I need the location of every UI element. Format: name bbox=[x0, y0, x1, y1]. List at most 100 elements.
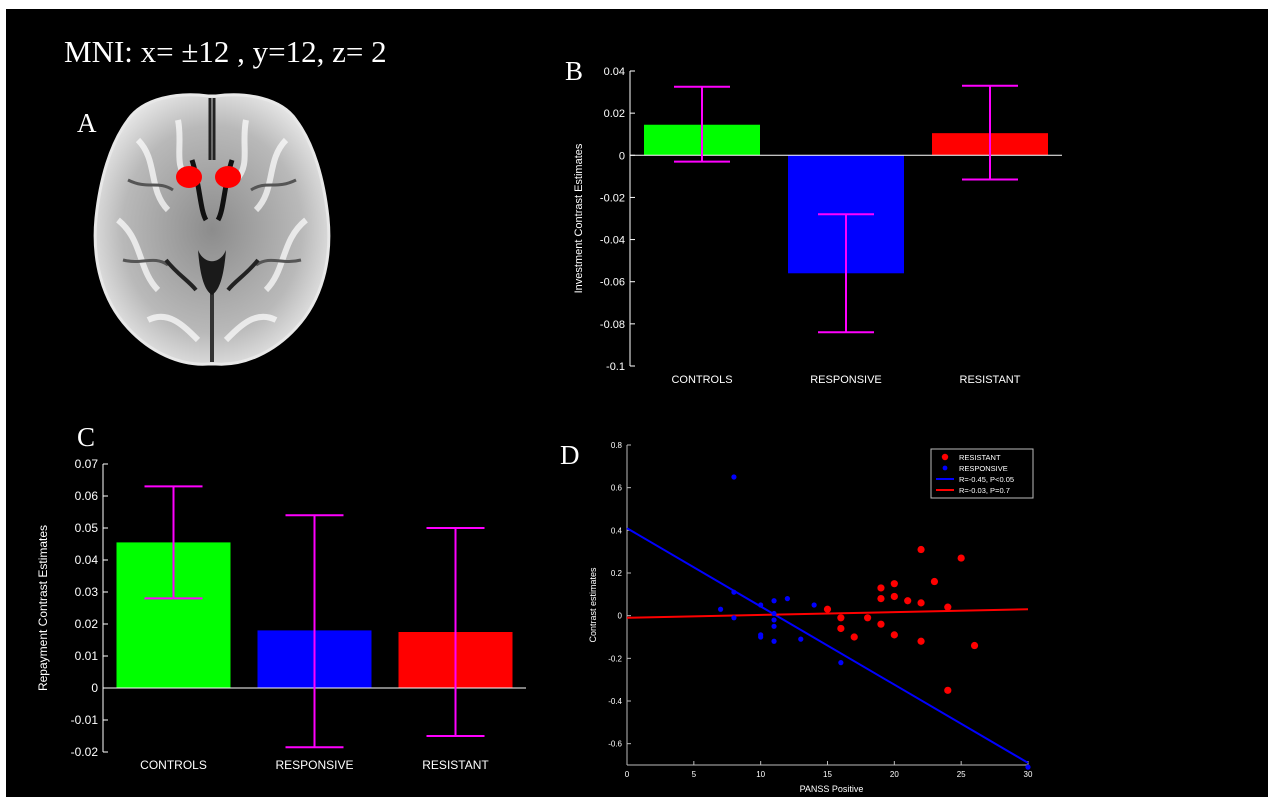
y-tick-label: -0.04 bbox=[600, 235, 625, 247]
scatter-point-responsive bbox=[771, 638, 777, 644]
y-tick-label: 0.07 bbox=[75, 457, 99, 471]
scatter-point-responsive bbox=[1025, 764, 1031, 770]
panel-label-b: B bbox=[565, 56, 584, 86]
category-label: RESISTANT bbox=[960, 374, 1021, 386]
panel-label-c: C bbox=[77, 422, 96, 452]
y-tick-label: 0.02 bbox=[604, 108, 625, 120]
scatter-point-resistant bbox=[890, 580, 898, 588]
y-tick-label: -0.01 bbox=[71, 713, 99, 727]
y-tick-label: 0.6 bbox=[611, 484, 623, 493]
legend-label: RESPONSIVE bbox=[959, 464, 1008, 473]
scatter-point-responsive bbox=[758, 634, 764, 640]
y-tick-label: 0.4 bbox=[611, 526, 623, 535]
y-tick-label: -0.4 bbox=[608, 697, 622, 706]
y-tick-label: 0 bbox=[618, 612, 623, 621]
y-tick-label: 0.04 bbox=[75, 553, 99, 567]
scatter-point-responsive bbox=[838, 660, 844, 666]
x-tick-label: 20 bbox=[890, 770, 899, 779]
scatter-point-resistant bbox=[890, 592, 898, 601]
scatter-point-resistant bbox=[917, 545, 925, 554]
y-tick-label: 0.01 bbox=[75, 649, 99, 663]
y-tick-label: -0.1 bbox=[606, 361, 625, 373]
legend-label: RESISTANT bbox=[959, 453, 1001, 462]
y-axis-label: Repayment Contrast Estimates bbox=[36, 525, 50, 691]
fit-line bbox=[626, 527, 1029, 764]
scatter-point-responsive bbox=[771, 610, 777, 617]
brain-outline bbox=[93, 93, 331, 366]
y-tick-label: -0.6 bbox=[608, 740, 622, 749]
y-tick-label: -0.02 bbox=[600, 192, 625, 204]
x-tick-label: 5 bbox=[692, 770, 697, 779]
scatter-point-responsive bbox=[717, 606, 724, 612]
y-tick-label: 0.06 bbox=[75, 489, 99, 503]
category-label: RESPONSIVE bbox=[275, 758, 353, 772]
y-tick-label: 0.03 bbox=[75, 585, 99, 599]
roi-left-striatum bbox=[176, 166, 202, 188]
panel-label-d: D bbox=[560, 440, 580, 470]
y-tick-label: 0 bbox=[91, 681, 98, 695]
legend-marker bbox=[942, 465, 948, 471]
x-tick-label: 15 bbox=[823, 770, 832, 779]
scatter-point-resistant bbox=[877, 584, 885, 592]
legend-marker bbox=[941, 453, 949, 461]
y-tick-label: -0.06 bbox=[600, 277, 625, 289]
x-axis-label: PANSS Positive bbox=[800, 784, 864, 794]
y-tick-label: -0.02 bbox=[71, 745, 99, 759]
scatter-point-resistant bbox=[904, 597, 912, 605]
x-tick-label: 0 bbox=[625, 770, 630, 779]
scatter-point-resistant bbox=[917, 637, 925, 645]
category-label: RESPONSIVE bbox=[810, 374, 882, 386]
scatter-point-resistant bbox=[957, 554, 965, 562]
scatter-point-resistant bbox=[917, 599, 925, 607]
category-label: RESISTANT bbox=[422, 758, 489, 772]
y-axis-label: Investment Contrast Estimates bbox=[573, 143, 585, 293]
y-axis-label: Contrast estimates bbox=[588, 567, 598, 643]
scatter-point-responsive bbox=[771, 598, 777, 604]
legend-label: R=-0.45, P<0.05 bbox=[959, 475, 1014, 484]
y-tick-label: 0.05 bbox=[75, 521, 99, 535]
scatter-point-resistant bbox=[823, 605, 832, 613]
scatter-point-resistant bbox=[944, 686, 952, 694]
panel-label-a: A bbox=[77, 108, 97, 138]
scatter-point-resistant bbox=[890, 631, 898, 639]
y-tick-label: -0.2 bbox=[608, 654, 622, 663]
scatter-point-responsive bbox=[811, 602, 817, 608]
y-tick-label: -0.08 bbox=[600, 319, 625, 331]
mni-coordinates: MNI: x= ±12 , y=12, z= 2 bbox=[64, 34, 387, 69]
scatter-point-resistant bbox=[850, 633, 858, 641]
scatter-point-resistant bbox=[877, 595, 885, 603]
scatter-point-responsive bbox=[784, 596, 791, 602]
scatter-point-resistant bbox=[970, 641, 979, 650]
scatter-point-resistant bbox=[930, 577, 939, 586]
scatter-point-responsive bbox=[771, 623, 777, 629]
x-tick-label: 10 bbox=[756, 770, 765, 779]
scatter-point-resistant bbox=[877, 620, 885, 628]
x-tick-label: 30 bbox=[1024, 770, 1033, 779]
scatter-point-resistant bbox=[944, 603, 952, 611]
scatter-point-responsive bbox=[731, 589, 737, 595]
scatter-point-resistant bbox=[864, 614, 872, 622]
fit-line bbox=[626, 608, 1029, 619]
category-label: CONTROLS bbox=[671, 374, 732, 386]
scatter-point-responsive bbox=[731, 474, 737, 480]
y-tick-label: 0.2 bbox=[611, 569, 623, 578]
scatter-point-responsive bbox=[758, 602, 764, 608]
category-label: CONTROLS bbox=[140, 758, 207, 772]
y-tick-label: 0 bbox=[619, 150, 625, 162]
scatter-point-resistant bbox=[837, 614, 845, 622]
brain-axial-slice bbox=[93, 93, 331, 366]
y-tick-label: 0.02 bbox=[75, 617, 99, 631]
x-tick-label: 25 bbox=[957, 770, 966, 779]
scatter-point-resistant bbox=[837, 624, 845, 633]
scatter-point-responsive bbox=[731, 615, 737, 621]
roi-right-striatum bbox=[215, 166, 241, 188]
scatter-point-responsive bbox=[798, 636, 804, 642]
legend-label: R=-0.03, P=0.7 bbox=[959, 486, 1010, 495]
scatter-point-responsive bbox=[771, 617, 777, 623]
y-tick-label: 0.8 bbox=[611, 441, 623, 450]
y-tick-label: 0.04 bbox=[604, 66, 625, 78]
